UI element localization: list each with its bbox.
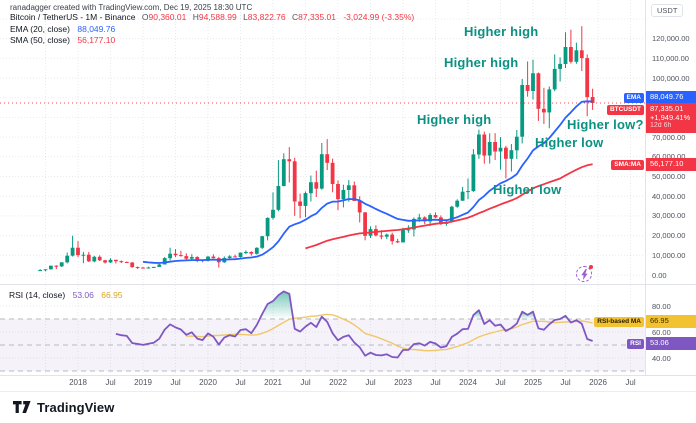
time-axis-label: Jul — [495, 378, 506, 387]
open-value: 90,360.01 — [148, 12, 187, 22]
tradingview-logo-text: TradingView — [37, 400, 115, 415]
high-label: H — [192, 12, 199, 22]
time-axis-label: 2026 — [589, 378, 607, 387]
ema-axis-badge: 88,049.76 — [646, 91, 696, 104]
price-axis-label: 60,000.00 — [652, 152, 686, 162]
tradingview-logo-icon — [13, 401, 31, 413]
rsi-label[interactable]: RSI (14, close) — [9, 290, 66, 300]
lightning-button[interactable] — [576, 265, 593, 282]
time-axis-label: Jul — [105, 378, 116, 387]
bar-countdown: 12d 6h — [650, 122, 672, 130]
time-axis-label: 2024 — [459, 378, 477, 387]
price-axis-label: 110,000.00 — [652, 53, 689, 63]
attribution-text: ranadagger created with TradingView.com,… — [10, 3, 253, 12]
sma-value: 56,177.10 — [77, 35, 116, 46]
rsi-band — [0, 319, 645, 371]
price-axis-label: 70,000.00 — [652, 132, 686, 142]
close-label: C — [292, 12, 299, 22]
ema-value: 88,049.76 — [77, 23, 116, 34]
rsi-axis-label: 60.00 — [652, 327, 671, 337]
time-axis-label: 2023 — [394, 378, 412, 387]
price-change-pct: +1,949.41% — [650, 112, 691, 122]
legend-ema-row[interactable]: EMA (20, close) 88,049.76 — [10, 24, 414, 36]
change-value: -3,024.99 (-3.35%) — [343, 12, 415, 22]
price-axis-label: 40,000.00 — [652, 191, 686, 201]
ema-label[interactable]: EMA (20, close) — [10, 23, 70, 34]
annotation-higher-low[interactable]: Higher low — [535, 135, 604, 150]
rsi-axis-badge: 53.06 — [646, 337, 696, 350]
price-axis-label: 30,000.00 — [652, 211, 686, 221]
rsi-ma-value: 66.95 — [101, 290, 123, 300]
time-axis-label: Jul — [300, 378, 311, 387]
time-axis-label: 2022 — [329, 378, 347, 387]
annotation-higher-low[interactable]: Higher low — [493, 182, 562, 197]
price-axis-label: 100,000.00 — [652, 73, 690, 83]
rsi-overbought-fill — [259, 291, 294, 319]
last-price: 87,335.01 — [650, 104, 684, 113]
notification-dot — [589, 265, 593, 269]
time-axis-label: 2019 — [134, 378, 152, 387]
annotation-higher-high[interactable]: Higher high — [464, 24, 539, 39]
high-value: 94,588.99 — [198, 12, 237, 22]
symbol-title[interactable]: Bitcoin / TetherUS - 1M - Binance — [10, 12, 136, 22]
rsi-axis-label: 40.00 — [652, 353, 671, 363]
sma-axis-badge: 56,177.10 — [646, 158, 696, 171]
tradingview-logo[interactable]: TradingView — [13, 400, 114, 415]
price-axis-label: 120,000.00 — [652, 34, 690, 44]
annotation-higher-high[interactable]: Higher high — [444, 55, 519, 70]
symbol-axis-tag: BTCUSDT — [606, 105, 644, 115]
ema-axis-tag: EMA — [623, 93, 644, 103]
sma-line — [305, 163, 593, 250]
last-price-badge: 87,335.01 +1,949.41% 12d 6h — [646, 103, 696, 133]
price-axis-label: 10,000.00 — [652, 250, 686, 260]
price-axis-label: 20,000.00 — [652, 231, 686, 241]
time-axis-label: Jul — [430, 378, 441, 387]
lightning-icon — [580, 268, 588, 280]
footer-bar: TradingView — [0, 391, 696, 423]
time-axis-label: Jul — [560, 378, 571, 387]
candles — [38, 26, 595, 272]
price-axis-label: 0.00 — [652, 270, 667, 280]
open-label: O — [141, 12, 149, 22]
annotation-higher-low[interactable]: Higher low? — [567, 117, 644, 132]
time-axis-label: 2020 — [199, 378, 217, 387]
rsi-value: 53.06 — [72, 290, 94, 300]
low-value: 83,822.76 — [247, 12, 286, 22]
price-axis-unit: USDT — [651, 4, 684, 17]
rsi-legend[interactable]: RSI (14, close) 53.06 66.95 — [9, 290, 123, 300]
annotation-higher-high[interactable]: Higher high — [417, 112, 492, 127]
rsi-ma-axis-tag: RSI-based MA — [594, 317, 644, 327]
close-value: 87,335.01 — [298, 12, 336, 22]
time-axis-label: Jul — [235, 378, 246, 387]
rsi-ma-axis-badge: 66.95 — [646, 315, 696, 328]
ema-line — [142, 100, 593, 264]
time-axis-label: 2025 — [524, 378, 542, 387]
rsi-line — [115, 290, 593, 359]
time-axis-label: 2021 — [264, 378, 282, 387]
time-axis-label: Jul — [625, 378, 636, 387]
time-axis-label: Jul — [365, 378, 376, 387]
rsi-axis-label: 80.00 — [652, 301, 671, 311]
sma-axis-tag: SMA:MA — [611, 160, 644, 170]
low-label: L — [243, 12, 248, 22]
rsi-axis-tag: RSI — [627, 339, 644, 349]
symbol-legend[interactable]: Bitcoin / TetherUS - 1M - Binance O90,36… — [10, 12, 414, 47]
rsi-ma-line — [186, 313, 593, 352]
legend-sma-row[interactable]: SMA (50, close) 56,177.10 — [10, 35, 414, 47]
time-axis-label: Jul — [170, 378, 181, 387]
time-axis-label: 2018 — [69, 378, 87, 387]
legend-symbol-row[interactable]: Bitcoin / TetherUS - 1M - Binance O90,36… — [10, 12, 414, 24]
price-axis-label: 50,000.00 — [652, 172, 686, 181]
sma-label[interactable]: SMA (50, close) — [10, 35, 70, 46]
